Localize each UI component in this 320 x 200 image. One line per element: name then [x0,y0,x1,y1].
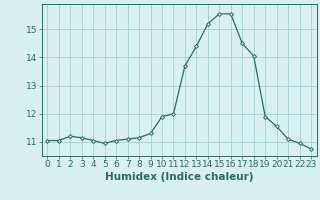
X-axis label: Humidex (Indice chaleur): Humidex (Indice chaleur) [105,172,253,182]
